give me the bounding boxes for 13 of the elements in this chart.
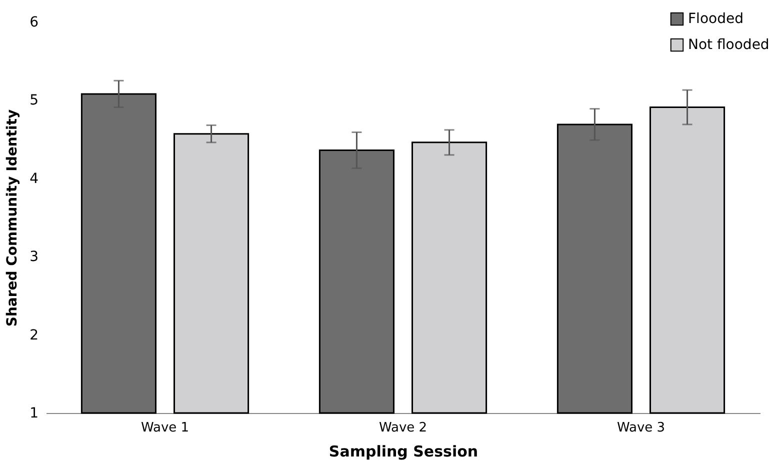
y-tick-label: 6 [30,14,39,30]
y-tick-label: 2 [30,327,38,344]
x-tick-label: Wave 2 [378,420,428,436]
y-tick-label: 4 [30,170,39,187]
y-axis-title: Shared Community Identity [4,109,21,327]
x-tick-label: Wave 3 [616,420,666,436]
y-tick-label: 3 [30,249,38,266]
legend-label: Flooded [688,11,744,27]
x-axis-title: Sampling Session [328,442,478,460]
legend-label: Not flooded [688,37,770,53]
x-tick-label: Wave 1 [140,420,190,436]
y-tick-label: 5 [30,92,38,109]
y-tick-label: 1 [30,406,38,422]
